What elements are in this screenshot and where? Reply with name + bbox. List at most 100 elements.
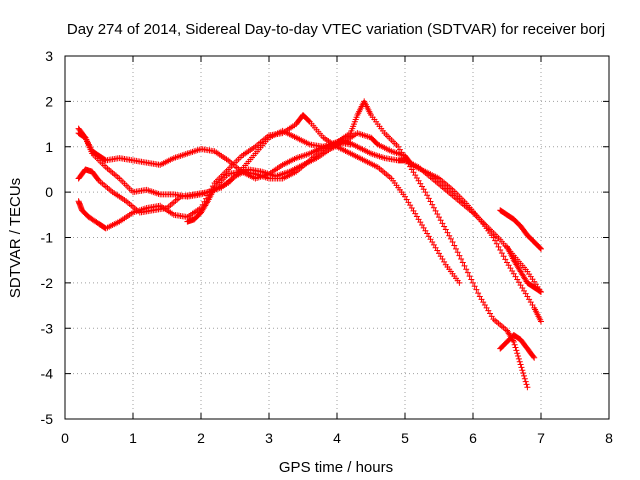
x-tick-label: 8 bbox=[605, 430, 613, 446]
data-point bbox=[530, 353, 537, 360]
series-track-4 bbox=[75, 98, 531, 391]
data-point bbox=[434, 210, 441, 217]
data-point bbox=[463, 266, 470, 273]
data-point bbox=[430, 204, 437, 211]
data-point bbox=[437, 217, 444, 224]
data-point bbox=[461, 262, 468, 269]
y-tick-label: 1 bbox=[45, 139, 53, 155]
data-point bbox=[515, 355, 522, 362]
data-point bbox=[439, 220, 446, 227]
data-point bbox=[531, 354, 538, 361]
x-tick-label: 0 bbox=[61, 430, 69, 446]
data-point bbox=[516, 358, 523, 365]
x-tick-label: 2 bbox=[197, 430, 205, 446]
data-point bbox=[432, 207, 439, 214]
data-point bbox=[425, 195, 432, 202]
data-point bbox=[471, 283, 478, 290]
y-tick-label: -2 bbox=[41, 275, 54, 291]
axis-ticks bbox=[64, 55, 610, 420]
data-point bbox=[497, 246, 504, 253]
data-point bbox=[518, 364, 525, 371]
tick-labels: 0 1 2 3 4 5 6 7 8 -5 -4 -3 -2 -1 0 1 2 3 bbox=[41, 48, 614, 446]
data-point bbox=[515, 353, 522, 360]
data-point bbox=[456, 252, 463, 259]
data-series bbox=[75, 98, 544, 391]
data-point bbox=[442, 226, 449, 233]
data-point bbox=[522, 378, 529, 385]
x-tick-label: 3 bbox=[265, 430, 273, 446]
data-point bbox=[470, 279, 476, 286]
data-point bbox=[495, 243, 502, 250]
y-tick-label: -3 bbox=[41, 320, 54, 336]
data-point bbox=[456, 279, 463, 286]
data-point bbox=[502, 256, 509, 263]
series-track-5 bbox=[184, 139, 354, 225]
series-track-6 bbox=[497, 207, 544, 252]
data-point bbox=[524, 384, 531, 391]
data-point bbox=[510, 338, 517, 345]
data-point bbox=[538, 288, 544, 295]
data-point bbox=[451, 242, 458, 249]
y-tick-label: -4 bbox=[41, 366, 54, 382]
y-tick-label: 0 bbox=[45, 184, 53, 200]
data-point bbox=[446, 232, 453, 239]
data-point bbox=[493, 240, 500, 247]
data-point bbox=[500, 253, 507, 260]
data-point bbox=[447, 235, 454, 242]
data-point bbox=[538, 318, 544, 325]
data-point bbox=[475, 290, 482, 297]
data-point bbox=[424, 192, 431, 199]
data-point bbox=[441, 223, 448, 230]
data-point bbox=[468, 276, 475, 283]
series-track-7 bbox=[497, 332, 538, 361]
y-tick-label: -5 bbox=[41, 411, 54, 427]
data-point bbox=[436, 214, 442, 221]
data-point bbox=[492, 237, 499, 244]
data-point bbox=[511, 341, 518, 348]
data-point bbox=[537, 244, 544, 251]
data-point bbox=[458, 256, 465, 263]
data-point bbox=[464, 269, 471, 276]
data-point bbox=[95, 176, 102, 183]
x-tick-label: 1 bbox=[129, 430, 137, 446]
data-point bbox=[422, 189, 429, 196]
data-point bbox=[512, 344, 519, 351]
chart-title: Day 274 of 2014, Sidereal Day-to-day VTE… bbox=[67, 21, 605, 38]
y-tick-label: 3 bbox=[45, 48, 53, 64]
data-point bbox=[473, 286, 480, 293]
data-point bbox=[305, 117, 312, 124]
data-point bbox=[513, 347, 520, 354]
x-tick-label: 5 bbox=[401, 430, 409, 446]
y-axis-label: SDTVAR / TECUs bbox=[7, 178, 24, 298]
data-point bbox=[521, 372, 527, 379]
data-point bbox=[538, 245, 544, 252]
data-point bbox=[449, 239, 456, 246]
series-track-2 bbox=[75, 130, 544, 325]
data-point bbox=[523, 381, 530, 388]
data-point bbox=[429, 201, 436, 208]
x-axis-label: GPS time / hours bbox=[279, 459, 393, 476]
data-point bbox=[520, 370, 527, 377]
data-point bbox=[427, 198, 434, 205]
y-tick-label: -1 bbox=[41, 230, 54, 246]
data-point bbox=[521, 375, 528, 382]
data-point bbox=[537, 288, 544, 295]
data-point bbox=[444, 229, 451, 236]
data-point bbox=[466, 273, 473, 280]
data-point bbox=[454, 249, 461, 256]
data-point bbox=[498, 250, 505, 257]
data-point bbox=[490, 234, 497, 241]
data-point bbox=[81, 133, 88, 140]
data-point bbox=[453, 245, 459, 252]
data-point bbox=[347, 141, 354, 148]
x-tick-label: 6 bbox=[469, 430, 477, 446]
data-point bbox=[203, 199, 210, 206]
x-tick-label: 7 bbox=[537, 430, 545, 446]
data-point bbox=[519, 367, 526, 374]
data-point bbox=[459, 259, 466, 266]
data-point bbox=[514, 350, 521, 357]
y-tick-label: 2 bbox=[45, 93, 53, 109]
x-tick-label: 4 bbox=[333, 430, 341, 446]
